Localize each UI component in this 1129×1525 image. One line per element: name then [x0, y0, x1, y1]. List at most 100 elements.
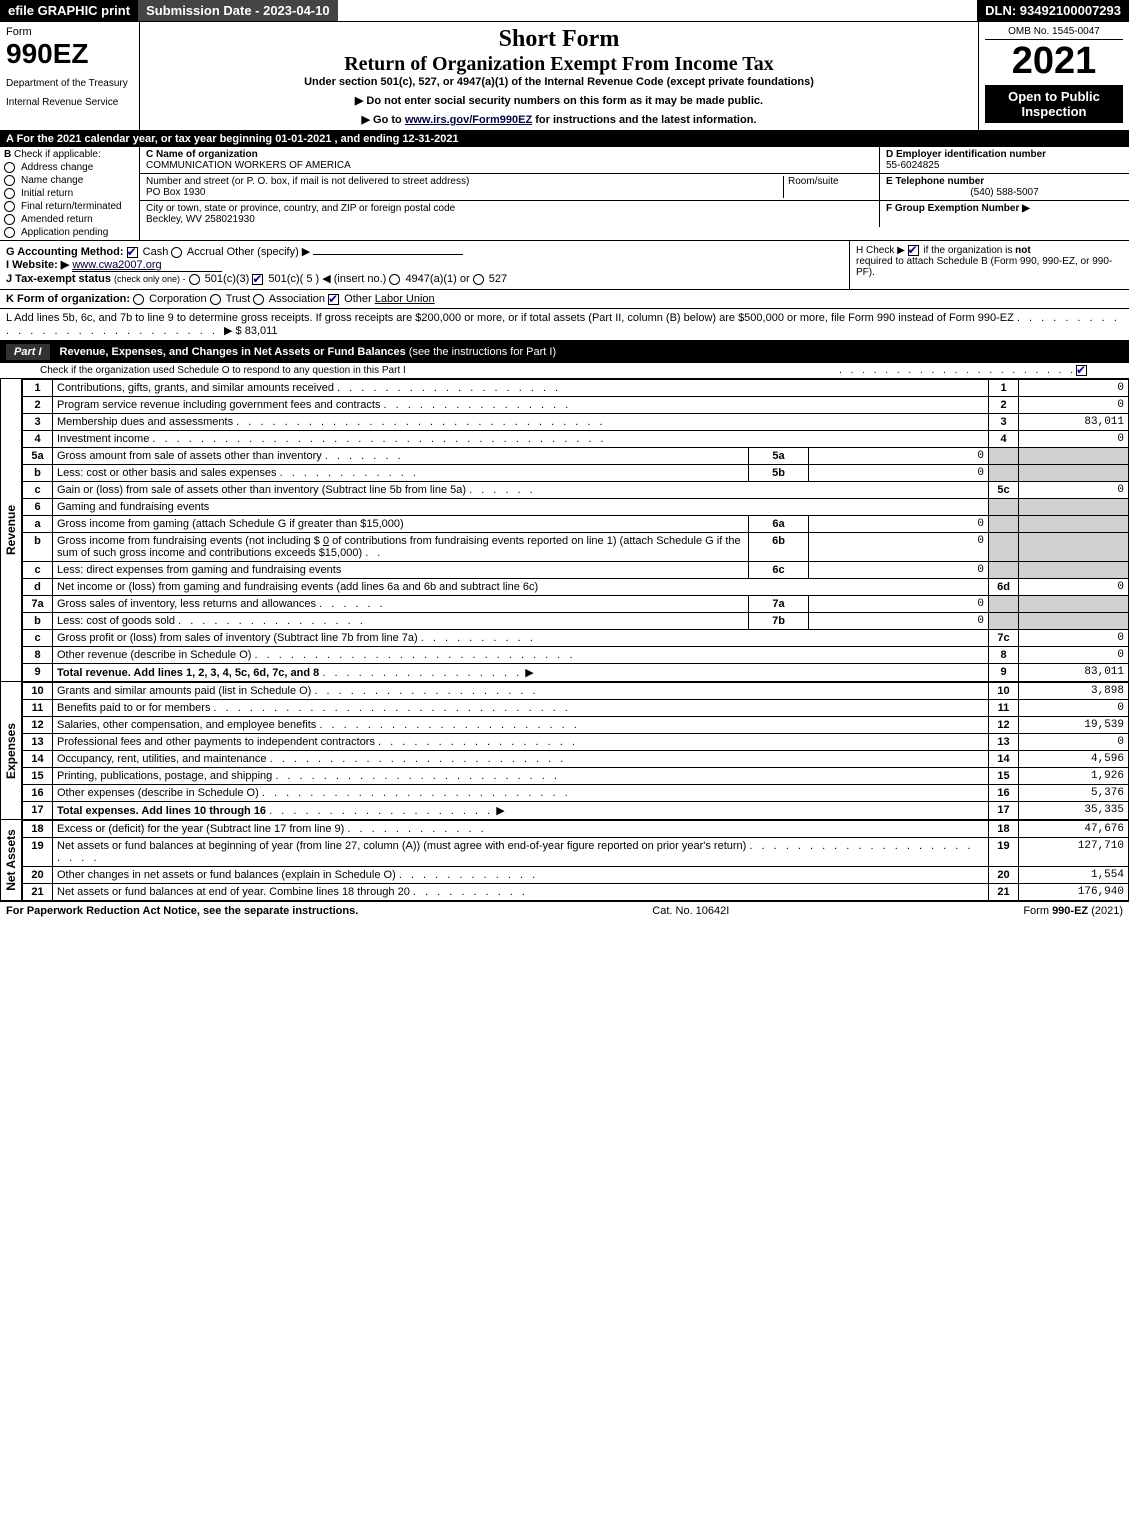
k-label: K Form of organization: [6, 293, 130, 305]
line-amount: 0 [1019, 700, 1129, 717]
netassets-label: Net Assets [4, 829, 18, 891]
part-1-num: Part I [6, 344, 50, 360]
table-row: 3Membership dues and assessments . . . .… [23, 414, 1129, 431]
header-right: OMB No. 1545-0047 2021 Open to Public In… [979, 22, 1129, 130]
checkbox-other-org[interactable] [328, 294, 339, 305]
line-amount: 1,554 [1019, 867, 1129, 884]
org-name: COMMUNICATION WORKERS OF AMERICA [146, 160, 351, 171]
h-text1: H Check ▶ [856, 245, 905, 256]
irs-link[interactable]: www.irs.gov/Form990EZ [405, 114, 532, 126]
b-opt-1: Name change [21, 175, 83, 186]
checkbox-application-pending[interactable] [4, 227, 15, 238]
ein-value: 55-6024825 [886, 160, 939, 171]
mid-amount: 0 [809, 465, 989, 482]
table-row: aGross income from gaming (attach Schedu… [23, 516, 1129, 533]
phone-value: (540) 588-5007 [886, 187, 1123, 198]
expenses-label: Expenses [4, 722, 18, 778]
f-label: F Group Exemption Number ▶ [886, 203, 1030, 214]
checkbox-address-change[interactable] [4, 162, 15, 173]
room-label: Room/suite [788, 176, 839, 187]
section-g-i-j: G Accounting Method: Cash Accrual Other … [0, 241, 849, 289]
checkbox-trust[interactable] [210, 294, 221, 305]
table-row: 7aGross sales of inventory, less returns… [23, 596, 1129, 613]
public-inspection-badge: Open to Public Inspection [985, 85, 1123, 123]
top-bar: efile GRAPHIC print Submission Date - 20… [0, 0, 1129, 22]
form-number: 990EZ [6, 38, 133, 70]
b-letter: B [4, 149, 11, 160]
line-desc: Net assets or fund balances at beginning… [57, 840, 746, 852]
line-desc: Gross profit or (loss) from sales of inv… [57, 632, 418, 644]
checkbox-schedule-o[interactable] [1076, 365, 1087, 376]
part-1-header: Part I Revenue, Expenses, and Changes in… [0, 341, 1129, 363]
section-bcdef: B Check if applicable: Address change Na… [0, 147, 1129, 241]
g-other-input[interactable] [313, 254, 463, 255]
table-row: bGross income from fundraising events (n… [23, 533, 1129, 562]
part-1-sub: Check if the organization used Schedule … [0, 363, 1129, 379]
c-name-label: C Name of organization [146, 149, 258, 160]
k-other-value: Labor Union [375, 293, 435, 305]
l-text: L Add lines 5b, 6c, and 7b to line 9 to … [6, 312, 1014, 324]
footer-right-pre: Form [1023, 905, 1052, 917]
checkbox-initial-return[interactable] [4, 188, 15, 199]
table-row: 19Net assets or fund balances at beginni… [23, 838, 1129, 867]
h-not: not [1015, 245, 1031, 256]
table-row: bLess: cost or other basis and sales exp… [23, 465, 1129, 482]
line-amount: 19,539 [1019, 717, 1129, 734]
line-desc: Other changes in net assets or fund bala… [57, 869, 396, 881]
checkbox-501c[interactable] [252, 274, 263, 285]
section-l: L Add lines 5b, 6c, and 7b to line 9 to … [0, 309, 1129, 341]
checkbox-4947[interactable] [389, 274, 400, 285]
header-left: Form 990EZ Department of the Treasury In… [0, 22, 140, 130]
section-h: H Check ▶ if the organization is not req… [849, 241, 1129, 289]
goto-link-line: ▶ Go to www.irs.gov/Form990EZ for instru… [146, 113, 972, 126]
line-desc: Excess or (deficit) for the year (Subtra… [57, 823, 344, 835]
table-row: bLess: cost of goods sold . . . . . . . … [23, 613, 1129, 630]
dots: . . . . . . . . . . . . . . . . . . . . … [839, 365, 1076, 376]
footer-right: Form 990-EZ (2021) [1023, 905, 1123, 917]
checkbox-final-return[interactable] [4, 201, 15, 212]
org-city: Beckley, WV 258021930 [146, 214, 255, 225]
line-amount: 5,376 [1019, 785, 1129, 802]
table-row: 12Salaries, other compensation, and empl… [23, 717, 1129, 734]
line-desc: Occupancy, rent, utilities, and maintena… [57, 753, 267, 765]
line-amount: 83,011 [1019, 414, 1129, 431]
warning-ssn: ▶ Do not enter social security numbers o… [146, 94, 972, 107]
form-word: Form [6, 26, 133, 38]
line-desc: Professional fees and other payments to … [57, 736, 375, 748]
checkbox-527[interactable] [473, 274, 484, 285]
checkbox-cash[interactable] [127, 247, 138, 258]
table-row: 14Occupancy, rent, utilities, and mainte… [23, 751, 1129, 768]
line-desc: Total expenses. Add lines 10 through 16 [57, 805, 266, 817]
checkbox-corporation[interactable] [133, 294, 144, 305]
footer-right-bold: 990-EZ [1052, 905, 1088, 917]
table-row: 9Total revenue. Add lines 1, 2, 3, 4, 5c… [23, 664, 1129, 682]
mid-amount: 0 [809, 613, 989, 630]
checkbox-accrual[interactable] [171, 247, 182, 258]
j-o1: 501(c)(3) [205, 273, 250, 285]
short-form-title: Short Form [146, 26, 972, 53]
netassets-side-label: Net Assets [0, 820, 22, 901]
website-link[interactable]: www.cwa2007.org [72, 259, 222, 272]
checkbox-amended-return[interactable] [4, 214, 15, 225]
checkbox-association[interactable] [253, 294, 264, 305]
line-desc: Gain or (loss) from sale of assets other… [57, 484, 466, 496]
goto-pre: ▶ Go to [362, 114, 405, 126]
line-amount: 3,898 [1019, 683, 1129, 700]
submission-date: Submission Date - 2023-04-10 [138, 0, 338, 21]
b-opt-3: Final return/terminated [21, 201, 122, 212]
table-row: dNet income or (loss) from gaming and fu… [23, 579, 1129, 596]
checkbox-name-change[interactable] [4, 175, 15, 186]
revenue-side-label: Revenue [0, 379, 22, 682]
revenue-table: 1Contributions, gifts, grants, and simil… [22, 379, 1129, 682]
checkbox-501c3[interactable] [189, 274, 200, 285]
line-amount: 0 [1019, 630, 1129, 647]
g-accrual: Accrual [187, 246, 224, 258]
mid-amount: 0 [809, 533, 989, 562]
dln-label: DLN: 93492100007293 [977, 0, 1129, 21]
line-amount: 0 [1019, 431, 1129, 448]
line-desc: Net assets or fund balances at end of ye… [57, 886, 410, 898]
checkbox-h[interactable] [908, 245, 919, 256]
mid-amount: 0 [809, 562, 989, 579]
line-desc: Gross income from gaming (attach Schedul… [57, 518, 404, 530]
section-k: K Form of organization: Corporation Trus… [0, 290, 1129, 309]
